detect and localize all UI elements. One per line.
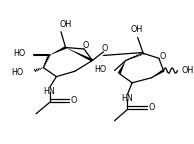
Text: O: O [160,52,166,61]
Polygon shape [66,48,93,62]
Polygon shape [49,46,67,55]
Text: O: O [83,41,89,50]
Text: HO: HO [14,50,26,58]
Text: OH: OH [181,66,193,75]
Text: OH: OH [60,20,72,29]
Text: HO: HO [94,65,107,74]
Polygon shape [152,70,165,78]
Text: O: O [148,104,155,112]
Text: O: O [101,44,108,53]
Text: HO: HO [11,68,23,77]
Text: O: O [71,96,77,105]
Text: HN: HN [122,94,133,103]
Polygon shape [118,60,126,74]
Text: OH: OH [131,25,143,34]
Text: HN: HN [43,87,55,96]
